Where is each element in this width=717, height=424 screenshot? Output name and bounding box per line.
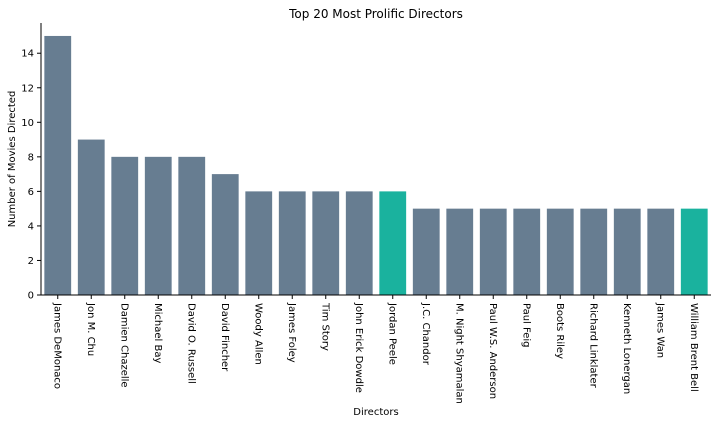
bar-paul-w-s-anderson — [479, 208, 507, 295]
y-tick-label: 4 — [28, 221, 34, 232]
x-tick-label: Woody Allen — [252, 303, 263, 365]
bar-jon-m-chu — [77, 139, 105, 295]
bar-paul-feig — [513, 208, 541, 295]
x-tick-label: William Brent Bell — [688, 303, 699, 392]
bar-james-wan — [647, 208, 675, 295]
bar-tim-story — [312, 191, 340, 295]
x-tick-label: Michael Bay — [152, 303, 163, 363]
x-tick-label: Kenneth Lonergan — [621, 303, 632, 394]
x-tick-label: Paul W.S. Anderson — [487, 303, 498, 399]
y-tick-label: 0 — [28, 291, 34, 302]
plot-area: 0 2 4 6 8 10 12 14 James DeMonaco Jon M. Chu Damie… — [21, 35, 708, 404]
bar-boots-riley — [546, 208, 574, 295]
y-tick-label: 14 — [21, 49, 34, 60]
x-tick-label: John Erick Dowdle — [353, 302, 364, 393]
bar-david-o-russell — [178, 156, 206, 295]
x-tick-label: James Wan — [654, 302, 665, 358]
x-tick-label: Paul Feig — [520, 303, 531, 348]
y-tick-label: 12 — [21, 83, 34, 94]
bar-james-demonaco — [44, 35, 72, 295]
y-axis-label: Number of Movies Directed — [7, 91, 18, 228]
bar-damien-chazelle — [111, 156, 139, 295]
bar-richard-linklater — [580, 208, 608, 295]
x-tick-label: James Foley — [286, 302, 297, 363]
x-tick-label: Tim Story — [319, 302, 330, 351]
x-tick-label: Boots Riley — [554, 303, 565, 359]
x-tick-label: James DeMonaco — [51, 302, 62, 389]
x-tick-label: David O. Russell — [185, 303, 196, 384]
bar-kenneth-lonergan — [613, 208, 641, 295]
bar-jordan-peele — [379, 191, 407, 295]
y-tick-label: 2 — [28, 256, 34, 267]
x-tick-label: Damien Chazelle — [118, 303, 129, 388]
x-tick-label: Jordan Peele — [386, 302, 397, 365]
bar-john-erick-dowdle — [345, 191, 373, 295]
bar-william-brent-bell — [680, 208, 708, 295]
bar-j-c-chandor — [412, 208, 440, 295]
y-tick-label: 10 — [21, 118, 34, 129]
bar-james-foley — [278, 191, 306, 295]
x-axis-label: Directors — [353, 407, 398, 418]
bar-woody-allen — [245, 191, 273, 295]
x-tick-label: David Fincher — [219, 303, 230, 372]
bar-david-fincher — [211, 174, 239, 295]
x-tick-label: M. Night Shyamalan — [453, 303, 464, 404]
y-tick-label: 8 — [28, 152, 34, 163]
x-tick-label: Richard Linklater — [587, 303, 598, 389]
bar-michael-bay — [144, 156, 172, 295]
bar-m-night-shyamalan — [446, 208, 474, 295]
x-tick-label: Jon M. Chu — [85, 302, 96, 356]
y-tick-label: 6 — [28, 187, 34, 198]
chart-title: Top 20 Most Prolific Directors — [288, 7, 463, 21]
x-tick-label: J.C. Chandor — [420, 302, 431, 366]
